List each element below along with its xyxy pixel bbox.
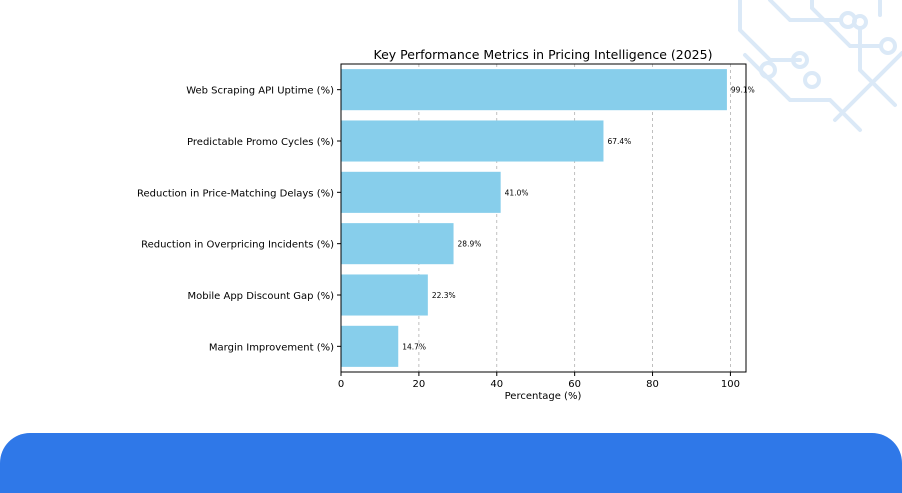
x-tick-label: 60 xyxy=(568,379,581,390)
footer-band xyxy=(0,433,902,493)
bar-value-label: 41.0% xyxy=(505,188,529,197)
bar-chart: Key Performance Metrics in Pricing Intel… xyxy=(137,47,755,402)
labels: 0 20 40 60 80 100 Web Scraping API Uptime (%) 9… xyxy=(137,86,755,390)
bar-value-label: 99.1% xyxy=(731,86,755,95)
y-tick-label: Predictable Promo Cycles (%) xyxy=(187,137,334,148)
y-tick-label: Margin Improvement (%) xyxy=(209,342,334,353)
bar xyxy=(341,69,727,111)
y-tick-label: Mobile App Discount Gap (%) xyxy=(188,291,335,302)
bar xyxy=(341,171,501,213)
bar xyxy=(341,325,399,367)
bar-value-label: 67.4% xyxy=(607,137,631,146)
bar-value-label: 14.7% xyxy=(402,342,426,351)
circuit-pattern-icon xyxy=(738,0,902,132)
x-tick-label: 40 xyxy=(490,379,503,390)
bar-value-label: 22.3% xyxy=(432,291,456,300)
bar-value-label: 28.9% xyxy=(458,240,482,249)
x-tick-label: 80 xyxy=(646,379,659,390)
chart-title: Key Performance Metrics in Pricing Intel… xyxy=(374,47,713,62)
x-axis-label: Percentage (%) xyxy=(505,391,582,402)
y-tick-label: Reduction in Overpricing Incidents (%) xyxy=(141,240,334,251)
x-tick-label: 100 xyxy=(721,379,740,390)
plot-frame xyxy=(340,63,747,373)
bar xyxy=(341,120,604,162)
bars xyxy=(341,69,727,367)
y-tick-label: Web Scraping API Uptime (%) xyxy=(186,86,334,97)
x-tick-label: 0 xyxy=(338,379,344,390)
bar xyxy=(341,223,454,265)
x-tick-label: 20 xyxy=(413,379,426,390)
bar xyxy=(341,274,428,316)
y-tick-label: Reduction in Price-Matching Delays (%) xyxy=(137,188,334,199)
